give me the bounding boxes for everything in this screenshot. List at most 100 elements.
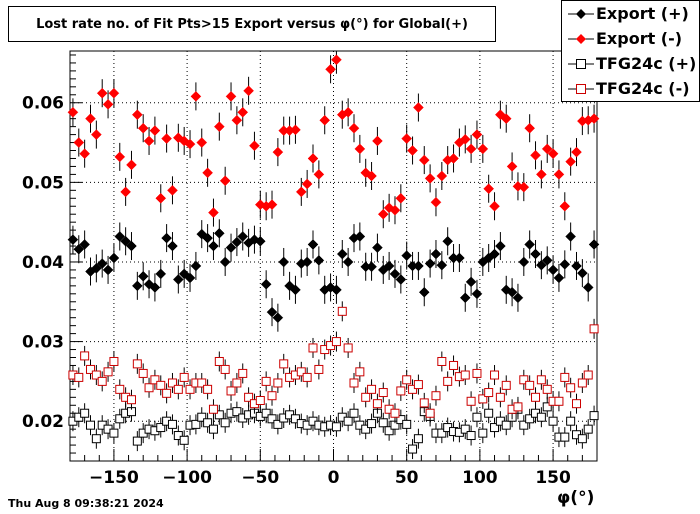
data-point — [150, 375, 160, 385]
data-point — [566, 416, 576, 426]
data-point — [372, 242, 383, 253]
data-point — [203, 384, 213, 394]
data-point — [395, 192, 407, 204]
data-point — [185, 384, 195, 394]
data-point — [553, 169, 565, 180]
data-point — [74, 372, 84, 382]
data-point — [237, 106, 249, 118]
data-point — [512, 292, 524, 304]
data-point — [179, 372, 189, 382]
data-point — [489, 248, 500, 260]
data-point — [79, 239, 90, 250]
data-point — [559, 200, 571, 212]
data-point — [560, 432, 570, 442]
legend-label-export-plus: Export (+) — [596, 4, 689, 23]
data-point — [325, 63, 336, 75]
data-point — [588, 113, 600, 125]
data-point — [396, 386, 406, 396]
data-point — [560, 372, 570, 382]
data-point — [96, 87, 108, 99]
data-point — [424, 258, 436, 269]
data-point — [231, 114, 243, 126]
data-point — [103, 367, 113, 377]
data-point — [91, 434, 101, 444]
data-point — [525, 414, 535, 424]
data-point — [349, 378, 359, 388]
data-point — [114, 151, 126, 163]
data-point — [336, 248, 348, 260]
data-point — [419, 398, 429, 408]
data-point — [459, 134, 471, 145]
data-point — [131, 280, 143, 292]
data-point — [319, 114, 331, 126]
data-point — [559, 259, 571, 270]
data-point — [396, 415, 406, 425]
data-point — [231, 236, 243, 248]
data-point — [307, 153, 319, 164]
data-point — [449, 360, 459, 370]
data-point — [424, 173, 436, 184]
data-point — [126, 240, 137, 252]
data-point — [167, 378, 177, 388]
data-point — [73, 137, 85, 148]
data-point — [260, 278, 272, 290]
data-point — [255, 395, 265, 405]
data-point — [484, 408, 494, 418]
data-point — [213, 121, 225, 132]
data-point — [489, 200, 500, 212]
data-point — [308, 343, 318, 353]
chart-title-box: Lost rate no. of Fit Pts>15 Export versu… — [8, 6, 496, 42]
data-point — [478, 428, 488, 438]
data-point — [589, 324, 599, 334]
data-point — [401, 250, 413, 261]
data-point — [571, 146, 582, 158]
y-tick-label: 0.06 — [22, 94, 64, 114]
data-point — [518, 181, 530, 193]
data-point — [460, 424, 470, 434]
data-point — [471, 288, 483, 300]
data-point — [208, 207, 219, 218]
legend-item-tfg-plus: TFG24c (+) — [562, 52, 700, 76]
data-point — [232, 378, 242, 388]
x-tick-label: 100 — [462, 468, 498, 488]
data-point — [395, 274, 407, 285]
data-point — [577, 434, 587, 444]
data-point — [261, 408, 271, 418]
data-point — [402, 375, 412, 385]
data-point — [272, 146, 284, 158]
data-point — [266, 199, 278, 211]
data-point — [331, 337, 341, 347]
data-point — [90, 129, 102, 140]
data-point — [472, 368, 482, 378]
data-point — [547, 264, 559, 276]
data-point — [401, 133, 413, 144]
data-point — [219, 256, 231, 268]
data-point — [408, 444, 418, 454]
data-point — [302, 372, 312, 382]
data-point — [331, 284, 342, 296]
data-point — [490, 423, 500, 433]
data-point — [132, 359, 142, 369]
chart-title: Lost rate no. of Fit Pts>15 Export versu… — [36, 16, 468, 32]
data-point — [173, 431, 183, 441]
data-point — [459, 292, 471, 304]
data-point — [73, 243, 85, 255]
data-point — [202, 232, 213, 244]
data-point — [484, 388, 494, 398]
data-point — [553, 272, 565, 284]
x-tick-label: −100 — [162, 468, 212, 488]
data-point — [226, 386, 236, 396]
data-point — [90, 262, 102, 274]
data-point — [290, 284, 301, 296]
data-point — [149, 282, 161, 293]
data-point — [202, 167, 213, 179]
data-point — [261, 376, 271, 386]
x-tick-label: −150 — [89, 468, 139, 488]
data-point — [208, 424, 218, 434]
data-point — [354, 143, 366, 155]
data-point — [361, 392, 371, 402]
data-point — [430, 196, 442, 208]
data-point — [79, 148, 90, 160]
data-point — [191, 419, 201, 429]
data-point — [208, 404, 218, 414]
